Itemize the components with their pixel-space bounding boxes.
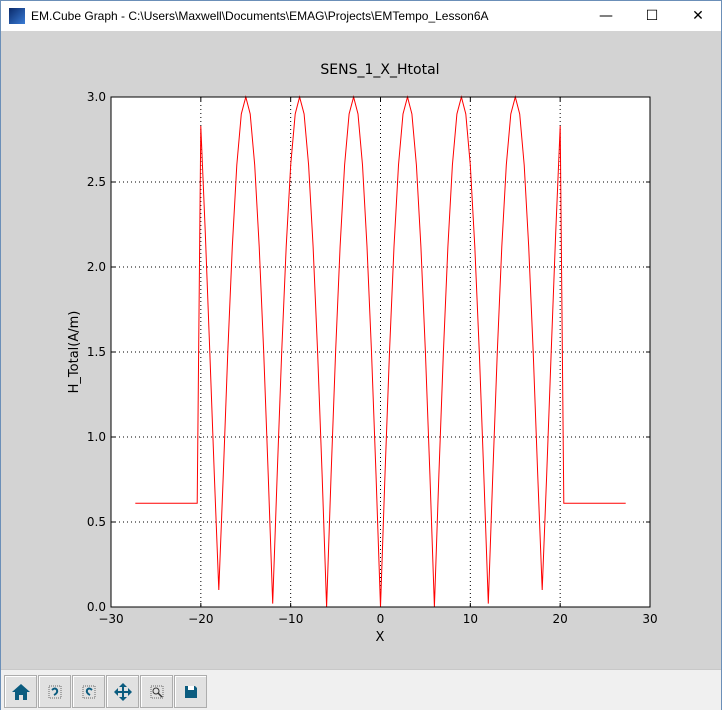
- ticks: −30 −20 −10 0 10 20 30 0.0 0.5 1.0 1.5 2.0 2.5 3.0: [87, 90, 658, 626]
- forward-button[interactable]: [72, 675, 105, 708]
- y-tick-label: 0.5: [87, 515, 106, 529]
- window-title: EM.Cube Graph - C:\Users\Maxwell\Documen…: [31, 9, 489, 23]
- app-icon: [9, 8, 25, 24]
- x-tick-label: −30: [98, 612, 123, 626]
- y-tick-label: 1.5: [87, 345, 106, 359]
- pan-button[interactable]: [106, 675, 139, 708]
- x-tick-label: −20: [188, 612, 213, 626]
- home-icon: [11, 683, 30, 700]
- chart-title: SENS_1_X_Htotal: [320, 62, 439, 78]
- plot-frame: [110, 96, 651, 608]
- x-tick-label: 10: [463, 612, 478, 626]
- save-icon: [184, 685, 197, 698]
- y-tick-label: 2.0: [87, 260, 106, 274]
- x-axis-label: X: [376, 630, 385, 645]
- move-icon: [113, 682, 132, 701]
- title-bar: EM.Cube Graph - C:\Users\Maxwell\Documen…: [1, 1, 721, 31]
- y-tick-label: 3.0: [87, 90, 106, 104]
- navigation-toolbar: [1, 669, 721, 710]
- y-tick-label: 1.0: [87, 430, 106, 444]
- minimize-button[interactable]: —: [599, 8, 613, 24]
- back-icon: [48, 685, 61, 698]
- x-tick-label: 30: [642, 612, 657, 626]
- x-tick-label: 20: [553, 612, 568, 626]
- zoom-rect-icon: [150, 685, 163, 698]
- zoom-button[interactable]: [140, 675, 173, 708]
- y-axis-label: H_Total(A/m): [67, 311, 82, 394]
- x-tick-label: 0: [377, 612, 385, 626]
- maximize-button[interactable]: ☐: [645, 8, 659, 24]
- forward-icon: [82, 685, 95, 698]
- x-tick-label: −10: [278, 612, 303, 626]
- y-tick-label: 2.5: [87, 175, 106, 189]
- y-tick-label: 0.0: [87, 600, 106, 614]
- home-button[interactable]: [4, 675, 37, 708]
- back-button[interactable]: [38, 675, 71, 708]
- plot-canvas[interactable]: SENS_1_X_Htotal −30 −20 −10 0 10 20 30 0.0 0.5 1.…: [1, 31, 721, 669]
- save-button[interactable]: [174, 675, 207, 708]
- close-button[interactable]: ✕: [692, 8, 704, 24]
